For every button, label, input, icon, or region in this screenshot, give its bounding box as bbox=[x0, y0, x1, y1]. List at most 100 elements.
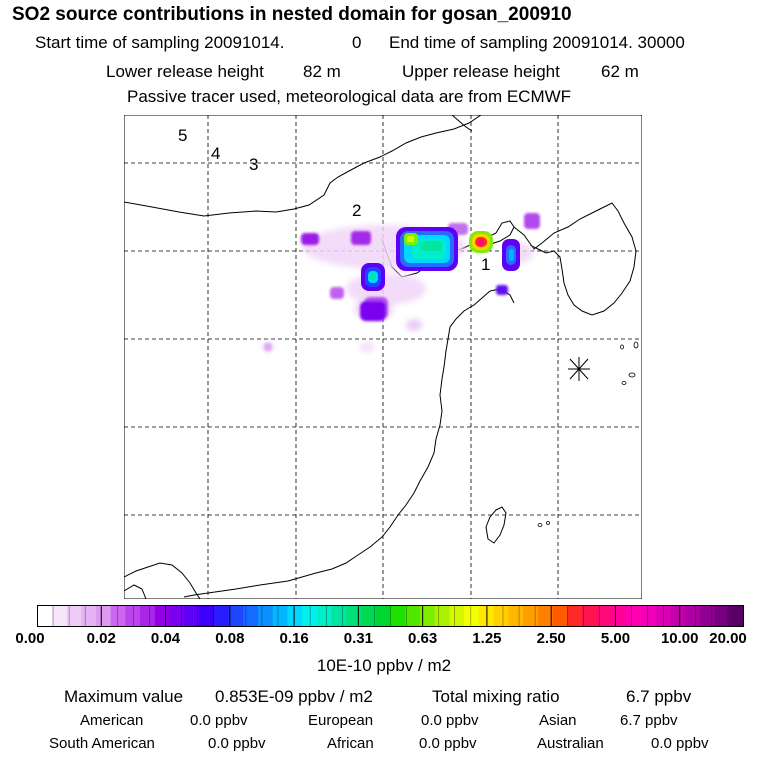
colorbar-cell bbox=[581, 605, 598, 627]
colorbar-tick-label: 20.00 bbox=[709, 630, 747, 647]
colorbar-cell bbox=[331, 605, 347, 627]
colorbar-unit: 10E-10 ppbv / m2 bbox=[316, 656, 452, 675]
colorbar-cell bbox=[523, 605, 539, 627]
colorbar-cell bbox=[140, 605, 156, 627]
colorbar-cell bbox=[419, 605, 436, 627]
plume-patch bbox=[360, 301, 386, 321]
colorbar-cell bbox=[714, 605, 730, 627]
upper-border bbox=[451, 115, 473, 132]
colorbar-cell bbox=[405, 605, 421, 627]
colorbar-cell bbox=[434, 605, 451, 627]
colorbar-cell bbox=[464, 605, 480, 627]
lower-release-label: Lower release height bbox=[106, 62, 264, 81]
colorbar-cell bbox=[699, 605, 716, 627]
colorbar-cell bbox=[51, 605, 68, 627]
colorbar-cell bbox=[81, 605, 97, 627]
hainan-edge bbox=[124, 584, 147, 599]
colorbar-cell bbox=[596, 605, 613, 627]
colorbar-tick-label: 0.02 bbox=[86, 630, 116, 647]
colorbar-cell bbox=[508, 605, 524, 627]
colorbar-cell bbox=[670, 605, 686, 627]
colorbar-cell bbox=[154, 605, 171, 627]
colorbar-cell bbox=[287, 605, 303, 627]
colorbar-tick-label: 0.08 bbox=[215, 630, 245, 647]
colorbar-tick-label: 0.00 bbox=[15, 630, 45, 647]
southeast-coast bbox=[183, 394, 443, 598]
colorbar-cell bbox=[257, 605, 274, 627]
islands bbox=[537, 341, 639, 527]
region-european-label: European bbox=[308, 712, 374, 729]
colorbar-cell bbox=[493, 605, 509, 627]
island bbox=[546, 521, 550, 525]
total-mixing-label: Total mixing ratio bbox=[432, 687, 560, 706]
region-australian-value: 0.0 ppbv bbox=[651, 735, 709, 752]
korea-coast bbox=[513, 202, 637, 316]
island bbox=[620, 344, 624, 350]
region-south-american-label: South American bbox=[49, 735, 155, 752]
plume-halo bbox=[359, 342, 375, 352]
upper-release-label: Upper release height bbox=[402, 62, 560, 81]
start-time-value: 0 bbox=[352, 33, 362, 52]
colorbar-cell bbox=[552, 605, 568, 627]
colorbar-tick-label: 0.04 bbox=[150, 630, 181, 647]
region-african-value: 0.0 ppbv bbox=[419, 735, 477, 752]
contour-label-3: 3 bbox=[249, 155, 258, 174]
end-time-label: End time of sampling 20091014. 30000 bbox=[389, 33, 685, 52]
colorbar-cell bbox=[37, 605, 53, 627]
plume-patch bbox=[351, 231, 371, 245]
max-value: 0.853E-09 ppbv / m2 bbox=[215, 687, 373, 706]
source-blob-east bbox=[502, 239, 520, 271]
lower-release-value: 82 m bbox=[303, 62, 341, 81]
colorbar-cell bbox=[302, 605, 318, 627]
contour-label-5: 5 bbox=[178, 126, 187, 145]
tracer-note: Passive tracer used, meteorological data… bbox=[127, 87, 572, 106]
region-australian-label: Australian bbox=[537, 735, 604, 752]
colorbar-cell bbox=[567, 605, 583, 627]
colorbar-tick-label: 10.00 bbox=[660, 630, 699, 647]
colorbar-cell bbox=[95, 605, 112, 627]
region-african-label: African bbox=[327, 735, 374, 752]
colorbar-tick-label: 0.63 bbox=[408, 630, 438, 647]
colorbar-cell bbox=[110, 605, 126, 627]
colorbar-cell bbox=[626, 605, 642, 627]
region-asian-value: 6.7 ppbv bbox=[620, 712, 678, 729]
colorbar-cell bbox=[66, 605, 82, 627]
plume-patch bbox=[264, 343, 272, 351]
colorbar-tick-label: 2.50 bbox=[536, 630, 566, 647]
island bbox=[628, 372, 636, 378]
concentration-map: 1 2 3 4 5 bbox=[124, 115, 642, 599]
lat-lon-grid bbox=[124, 115, 642, 599]
plume-patch bbox=[524, 213, 540, 229]
plume-patch bbox=[301, 233, 319, 245]
contour-label-1: 1 bbox=[481, 255, 490, 274]
source-block-main bbox=[396, 227, 458, 271]
colorbar-tick-label: 0.31 bbox=[343, 630, 373, 647]
contour-label-4: 4 bbox=[211, 144, 220, 163]
contour-label-2: 2 bbox=[352, 201, 361, 220]
taiwan bbox=[485, 506, 507, 544]
plot-title: SO2 source contributions in nested domai… bbox=[12, 4, 572, 25]
region-south-american-value: 0.0 ppbv bbox=[208, 735, 266, 752]
colorbar-cell bbox=[199, 605, 215, 627]
colorbar-cell bbox=[655, 605, 671, 627]
colorbar-cell bbox=[169, 605, 185, 627]
region-european-value: 0.0 ppbv bbox=[421, 712, 479, 729]
colorbar-cell bbox=[184, 605, 200, 627]
colorbar-cell bbox=[346, 605, 362, 627]
colorbar-tick-label: 0.16 bbox=[279, 630, 309, 647]
plume-patch bbox=[496, 285, 508, 295]
colorbar-cell bbox=[361, 605, 377, 627]
colorbar-cell bbox=[449, 605, 465, 627]
island bbox=[537, 523, 543, 527]
source-hotspot-tianjin bbox=[469, 231, 493, 253]
total-mixing-value: 6.7 ppbv bbox=[626, 687, 692, 706]
colorbar-cell bbox=[213, 605, 230, 627]
colorbar-cell bbox=[228, 605, 244, 627]
colorbar-tick-label: 5.00 bbox=[600, 630, 631, 647]
start-time-label: Start time of sampling 20091014. bbox=[35, 33, 285, 52]
island bbox=[621, 381, 627, 385]
shandong-coast bbox=[439, 290, 491, 396]
plume-patch bbox=[330, 287, 344, 299]
receptor-star-icon bbox=[568, 357, 590, 381]
colorbar-cell bbox=[125, 605, 141, 627]
